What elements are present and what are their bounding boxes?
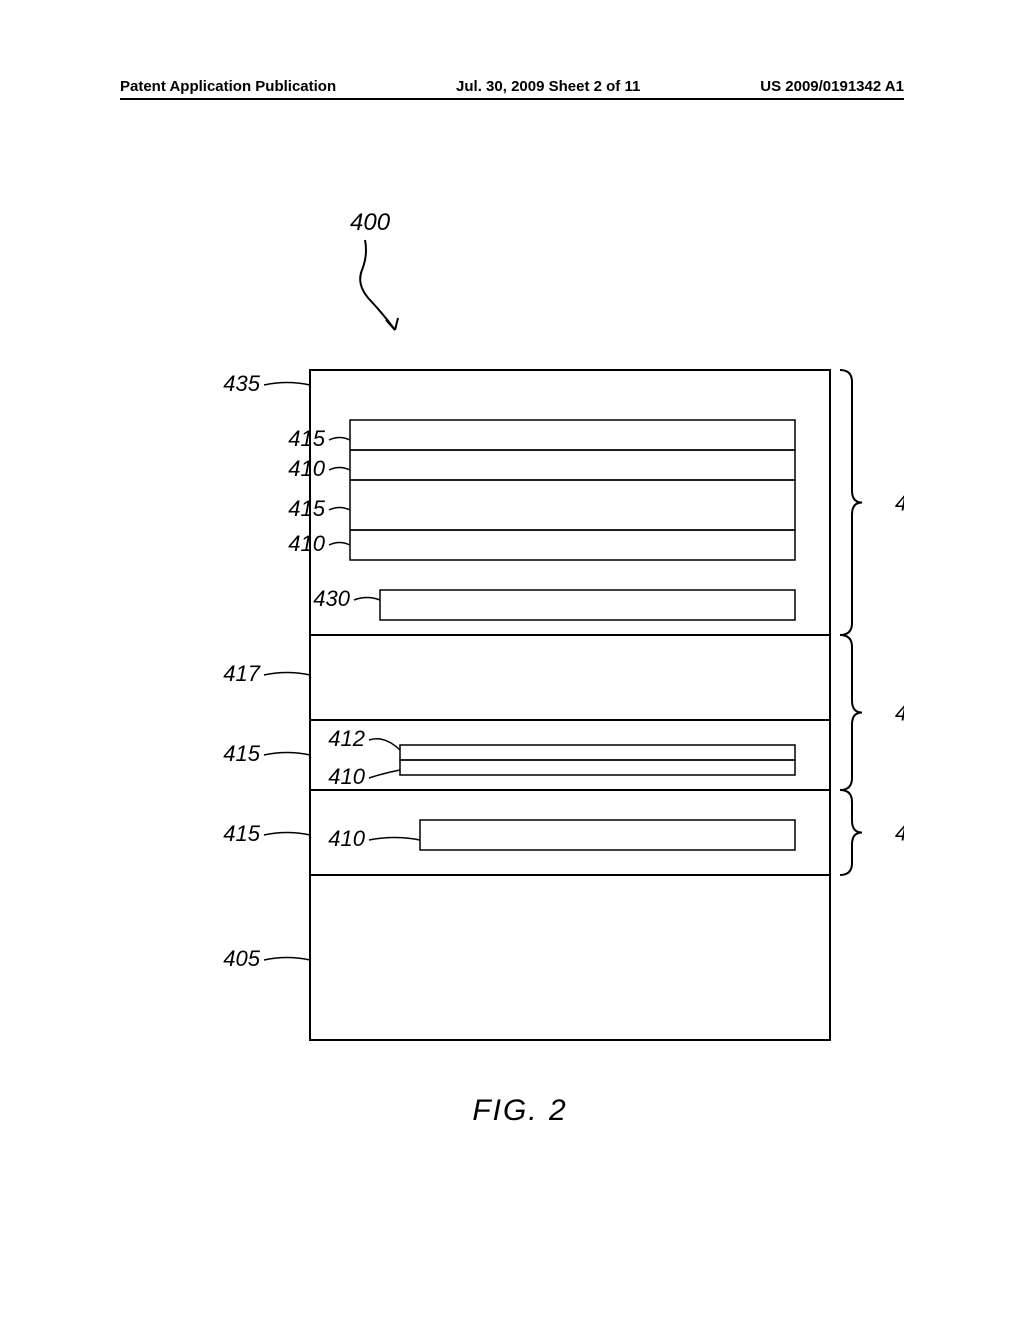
header-center: Jul. 30, 2009 Sheet 2 of 11	[456, 78, 640, 95]
header-right: US 2009/0191342 A1	[760, 78, 904, 95]
leader-line-11	[369, 838, 420, 841]
ref-400-arrow	[360, 240, 395, 330]
leader-line-2	[329, 468, 350, 471]
leader-label-410-9: 410	[328, 764, 365, 789]
leader-line-3	[329, 508, 350, 511]
leader-line-7	[264, 753, 310, 756]
leader-line-4	[329, 543, 350, 546]
figure-caption: FIG. 2	[472, 1094, 567, 1127]
layer-box-0	[350, 420, 795, 450]
leader-line-0	[264, 383, 310, 386]
ref-400-label: 400	[350, 209, 391, 236]
leader-label-417-6: 417	[223, 661, 260, 686]
layer-box-1	[350, 450, 795, 480]
leader-label-435-0: 435	[223, 371, 260, 396]
page-header: Patent Application Publication Jul. 30, …	[0, 78, 1024, 95]
leader-label-410-2: 410	[288, 456, 325, 481]
leader-line-10	[264, 833, 310, 836]
brace-440	[840, 370, 862, 635]
leader-label-412-8: 412	[328, 726, 365, 751]
header-left: Patent Application Publication	[120, 78, 336, 95]
leader-label-410-11: 410	[328, 826, 365, 851]
leader-label-415-3: 415	[288, 496, 325, 521]
leader-label-410-4: 410	[288, 531, 325, 556]
layer-box-4	[380, 590, 795, 620]
brace-label-422: 422	[895, 701, 904, 726]
layer-box-6	[400, 760, 795, 775]
layer-box-2	[350, 480, 795, 530]
brace-label-440: 440	[895, 491, 904, 516]
leader-label-415-10: 415	[223, 821, 260, 846]
leader-line-9	[369, 770, 400, 778]
page: Patent Application Publication Jul. 30, …	[0, 0, 1024, 1320]
leader-label-415-7: 415	[223, 741, 260, 766]
layer-box-5	[400, 745, 795, 760]
leader-label-405-12: 405	[223, 946, 260, 971]
leader-label-415-1: 415	[288, 426, 325, 451]
brace-420	[840, 790, 862, 875]
leader-line-8	[369, 739, 400, 750]
leader-line-1	[329, 438, 350, 441]
leader-label-430-5: 430	[313, 586, 350, 611]
leader-line-6	[264, 673, 310, 676]
leader-line-5	[354, 598, 380, 601]
outer-box	[310, 370, 830, 1040]
layer-box-7	[420, 820, 795, 850]
brace-label-420: 420	[895, 821, 904, 846]
patent-figure: 400 435 415 410 415 410 430 417 415 412 410 415 410 4…	[120, 180, 904, 1180]
layer-box-3	[350, 530, 795, 560]
leader-line-12	[264, 958, 310, 961]
brace-422	[840, 635, 862, 790]
header-rule	[120, 98, 904, 100]
